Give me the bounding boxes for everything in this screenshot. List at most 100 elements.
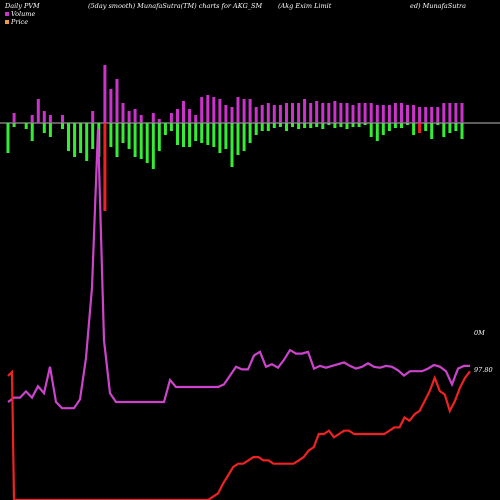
volume-bar-up: [115, 79, 119, 123]
volume-bar-up: [230, 107, 234, 123]
volume-bar-down: [176, 123, 179, 145]
volume-end-label: 0M: [474, 329, 485, 337]
volume-bar-down: [115, 123, 119, 157]
volume-bar-down: [369, 123, 373, 137]
volume-bars: [6, 65, 464, 211]
volume-bar-up: [212, 97, 216, 123]
volume-bar-up: [169, 113, 173, 123]
volume-bar-up: [327, 103, 331, 123]
legend-price-swatch: [5, 20, 9, 24]
volume-bar-down: [73, 123, 77, 157]
volume-bar-up: [91, 111, 95, 123]
volume-bar-up: [321, 103, 325, 123]
volume-bar-down: [230, 123, 234, 167]
volume-bar-up: [448, 103, 452, 123]
volume-bar-up: [151, 113, 155, 123]
volume-bar-up: [400, 103, 403, 123]
volume-bar-down: [85, 123, 89, 161]
volume-bar-up: [303, 99, 307, 123]
volume-bar-up: [369, 103, 373, 123]
volume-bar-up: [206, 95, 210, 123]
header-right-1: (Akg Exim Limit: [278, 2, 332, 10]
price-line: [7, 369, 471, 500]
volume-bar-up: [363, 103, 367, 123]
volume-bar-up: [194, 115, 198, 123]
volume-bar-down: [188, 123, 192, 147]
volume-bar-down: [121, 123, 125, 143]
volume-bar-up: [248, 99, 252, 123]
volume-bar-down: [200, 123, 204, 143]
volume-bar-up: [103, 65, 107, 123]
volume-bar-down: [430, 123, 434, 139]
volume-bar-up: [357, 103, 361, 123]
volume-bar-down: [30, 123, 34, 141]
volume-bar-down: [182, 123, 185, 147]
volume-bar-up: [176, 109, 179, 123]
volume-bar-down: [400, 123, 403, 128]
volume-bar-up: [254, 107, 258, 123]
volume-bar-down: [6, 123, 10, 153]
volume-bar-down: [151, 123, 155, 169]
volume-bar-down: [103, 123, 107, 211]
volume-bar-up: [188, 109, 192, 123]
volume-bar-down: [236, 123, 240, 155]
volume-bar-down: [412, 123, 416, 135]
volume-bar-down: [12, 123, 16, 127]
volume-bar-down: [333, 123, 337, 128]
volume-bar-down: [442, 123, 446, 137]
volume-bar-down: [61, 123, 64, 129]
volume-bar-up: [393, 103, 397, 123]
volume-bar-down: [436, 123, 440, 125]
volume-bar-down: [242, 123, 246, 151]
volume-bar-down: [387, 123, 391, 131]
volume-bar-down: [448, 123, 452, 133]
volume-bar-down: [315, 123, 319, 127]
volume-bar-up: [157, 119, 161, 123]
volume-bar-up: [442, 103, 446, 123]
header-right-2: ed) MunafaSutra: [410, 2, 467, 10]
volume-bar-down: [297, 123, 301, 129]
volume-bar-up: [236, 97, 240, 123]
volume-bar-down: [291, 123, 294, 127]
volume-bar-down: [393, 123, 397, 128]
volume-bar-up: [61, 115, 64, 123]
volume-bar-up: [424, 107, 428, 123]
volume-bar-up: [285, 103, 288, 123]
volume-bar-up: [260, 105, 264, 123]
volume-bar-down: [266, 123, 270, 131]
volume-bar-up: [224, 105, 228, 123]
volume-bar-down: [157, 123, 161, 151]
volume-bar-down: [303, 123, 307, 128]
volume-bar-down: [345, 123, 349, 129]
volume-bar-down: [48, 123, 52, 137]
volume-bar-up: [36, 99, 40, 123]
legend-price-label: Price: [11, 18, 29, 26]
header-left: Daily PVM: [5, 2, 40, 10]
volume-bar-down: [351, 123, 355, 127]
volume-bar-up: [406, 105, 409, 123]
volume-bar-down: [339, 123, 343, 127]
volume-bar-down: [24, 123, 28, 129]
volume-bar-up: [460, 103, 464, 123]
volume-bar-up: [430, 107, 434, 123]
volume-bar-down: [406, 123, 409, 125]
volume-bar-up: [333, 101, 337, 123]
volume-bar-up: [242, 99, 246, 123]
volume-bar-up: [375, 105, 379, 123]
legend-volume-label: Volume: [11, 10, 36, 18]
volume-bar-down: [381, 123, 385, 135]
volume-bar-up: [133, 109, 137, 123]
header-center: (5day smooth) MunafaSutra(TM) charts for…: [88, 2, 263, 10]
volume-bar-up: [200, 97, 204, 123]
volume-bar-down: [169, 123, 173, 131]
volume-bar-down: [206, 123, 210, 145]
volume-bar-up: [218, 99, 222, 123]
volume-bar-up: [42, 111, 46, 123]
volume-bar-down: [224, 123, 228, 149]
volume-bar-down: [42, 123, 46, 133]
volume-bar-down: [327, 123, 331, 125]
volume-bar-up: [121, 103, 125, 123]
volume-bar-up: [139, 115, 143, 123]
volume-bar-up: [412, 105, 416, 123]
